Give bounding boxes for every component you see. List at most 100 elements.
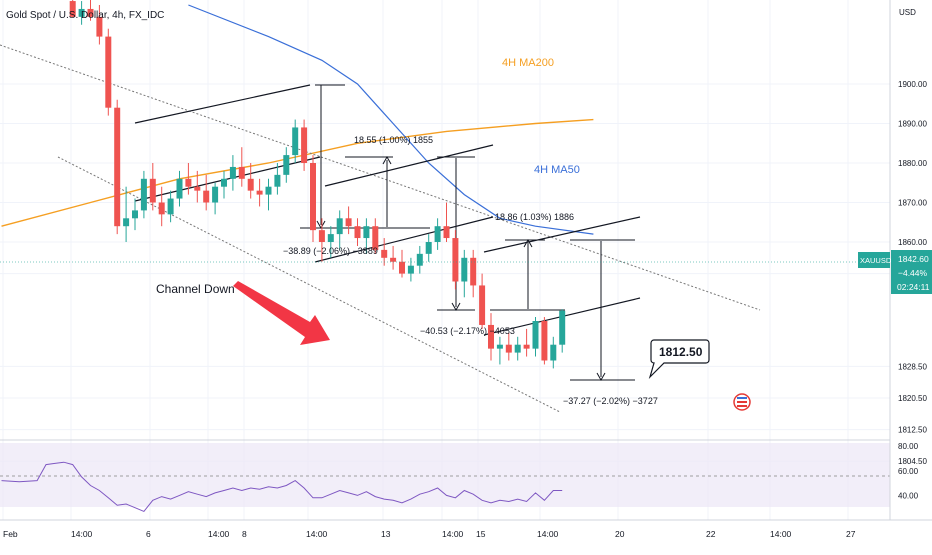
target-callout[interactable]: 1812.50	[648, 339, 710, 380]
candle[interactable]	[265, 178, 272, 211]
candle[interactable]	[336, 210, 343, 250]
candle[interactable]	[212, 182, 219, 215]
candle[interactable]	[185, 163, 192, 195]
price-tick-label: 1812.50	[898, 426, 927, 435]
candle[interactable]	[318, 218, 325, 262]
candle-body	[318, 230, 325, 242]
rsi-line[interactable]	[1, 461, 563, 513]
candle[interactable]	[496, 336, 503, 365]
candle[interactable]	[105, 28, 112, 116]
candle[interactable]	[292, 119, 299, 163]
measure-down-2-label: −40.53 (−2.17%) −4053	[420, 326, 515, 336]
candle[interactable]	[452, 230, 459, 290]
candle-body	[434, 226, 441, 242]
candle[interactable]	[354, 218, 361, 246]
candle[interactable]	[363, 218, 370, 254]
candle-body	[114, 107, 121, 227]
candle[interactable]	[87, 0, 94, 21]
candle[interactable]	[488, 313, 494, 361]
price-tick-label: 1880.00	[898, 159, 927, 168]
candle[interactable]	[69, 0, 76, 17]
candle-body	[238, 166, 245, 179]
candle[interactable]	[505, 332, 512, 361]
candle[interactable]	[167, 190, 174, 223]
time-axis[interactable]	[0, 520, 932, 550]
candle-body	[221, 178, 227, 187]
range-5-arrowhead	[596, 372, 606, 382]
candle-body	[523, 344, 530, 349]
candle[interactable]	[461, 249, 468, 298]
candle[interactable]	[514, 336, 521, 361]
ma200-line[interactable]	[1, 118, 594, 227]
candle[interactable]	[274, 163, 281, 195]
rsi-band	[0, 443, 890, 507]
candle[interactable]	[96, 5, 103, 45]
price-pane[interactable]	[0, 0, 890, 440]
measure-up-1-label: 18.55 (1.00%) 1855	[354, 135, 433, 145]
candle[interactable]	[443, 202, 450, 243]
candle[interactable]	[523, 328, 530, 357]
candle-body	[541, 321, 548, 361]
candle[interactable]	[203, 174, 210, 211]
channel-1-upper	[134, 84, 311, 124]
candle-body	[461, 257, 468, 282]
candle[interactable]	[541, 317, 548, 365]
candle[interactable]	[470, 249, 477, 298]
us-flag-icon[interactable]	[733, 393, 751, 411]
candle[interactable]	[132, 198, 138, 231]
time-label: 8	[242, 529, 247, 539]
candle[interactable]	[283, 147, 290, 183]
candle[interactable]	[176, 170, 183, 207]
candle[interactable]	[407, 257, 414, 282]
price-tag[interactable]: XAUUSD 1842.60 −4.44% 02:24:11	[858, 250, 932, 294]
candle[interactable]	[399, 249, 405, 278]
candle[interactable]	[425, 234, 432, 262]
target-label: 1812.50	[659, 345, 703, 359]
candle-body	[132, 210, 138, 219]
candle[interactable]	[310, 155, 316, 242]
candle[interactable]	[158, 186, 165, 227]
candle[interactable]	[301, 119, 308, 171]
candle[interactable]	[550, 336, 557, 369]
candle[interactable]	[345, 206, 352, 235]
ma50-line[interactable]	[188, 4, 594, 235]
price-tick-label: 1828.50	[898, 362, 927, 371]
channel-down-label: Channel Down	[156, 282, 235, 296]
candle-body	[416, 253, 423, 266]
candle[interactable]	[372, 218, 379, 254]
candle-body	[203, 190, 210, 203]
candle-body	[505, 344, 512, 353]
candle-body	[327, 234, 334, 242]
candle[interactable]	[114, 99, 121, 235]
candle[interactable]	[229, 155, 236, 191]
candle[interactable]	[381, 238, 388, 266]
candle[interactable]	[149, 163, 156, 211]
candle-body	[301, 127, 308, 163]
price-tick-label: 1820.50	[898, 394, 927, 403]
candle[interactable]	[221, 170, 227, 199]
candle[interactable]	[78, 1, 85, 25]
candle[interactable]	[532, 317, 539, 357]
candle[interactable]	[123, 186, 130, 242]
candle-body	[496, 344, 503, 349]
candle[interactable]	[256, 178, 263, 207]
candle[interactable]	[327, 226, 334, 258]
candle[interactable]	[416, 245, 423, 274]
ma50-label: 4H MA50	[534, 164, 580, 176]
candle[interactable]	[247, 163, 254, 199]
candle[interactable]	[238, 147, 245, 187]
candle-body	[96, 16, 103, 37]
candle-body	[140, 178, 147, 211]
candle[interactable]	[390, 245, 397, 270]
candle[interactable]	[559, 309, 566, 353]
candles[interactable]	[69, 0, 566, 369]
candle[interactable]	[434, 218, 441, 250]
candle[interactable]	[140, 170, 147, 219]
candle[interactable]	[479, 273, 486, 329]
candle[interactable]	[194, 170, 201, 203]
candle-body	[149, 178, 156, 203]
channel-3-upper	[483, 216, 641, 253]
price-tick-label: 1804.50	[898, 457, 927, 466]
candle-body	[425, 242, 432, 254]
